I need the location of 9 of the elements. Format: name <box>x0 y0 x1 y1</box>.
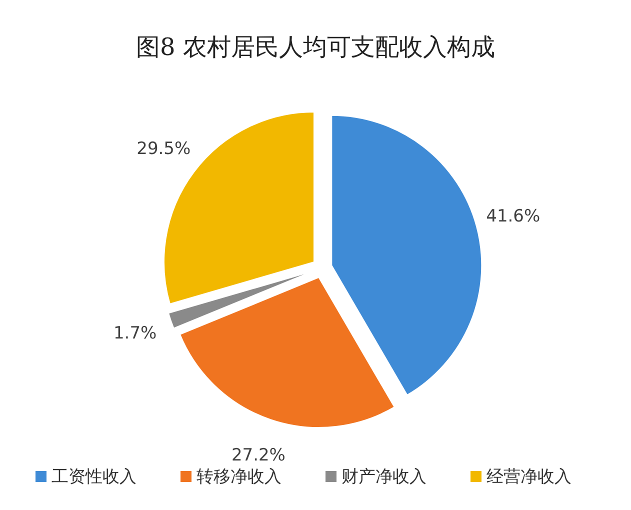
data-label: 41.6% <box>486 206 540 226</box>
legend-label: 经营净收入 <box>486 467 572 487</box>
legend-label: 转移净收入 <box>196 467 282 487</box>
data-label: 29.5% <box>136 139 191 160</box>
data-label: 1.7% <box>113 323 157 344</box>
legend-label: 财产净收入 <box>342 467 426 487</box>
data-label: 27.2% <box>231 446 286 466</box>
chart-title: 图8 农村居民人均可支配收入构成 <box>136 33 495 61</box>
legend-label: 工资性收入 <box>52 467 136 487</box>
